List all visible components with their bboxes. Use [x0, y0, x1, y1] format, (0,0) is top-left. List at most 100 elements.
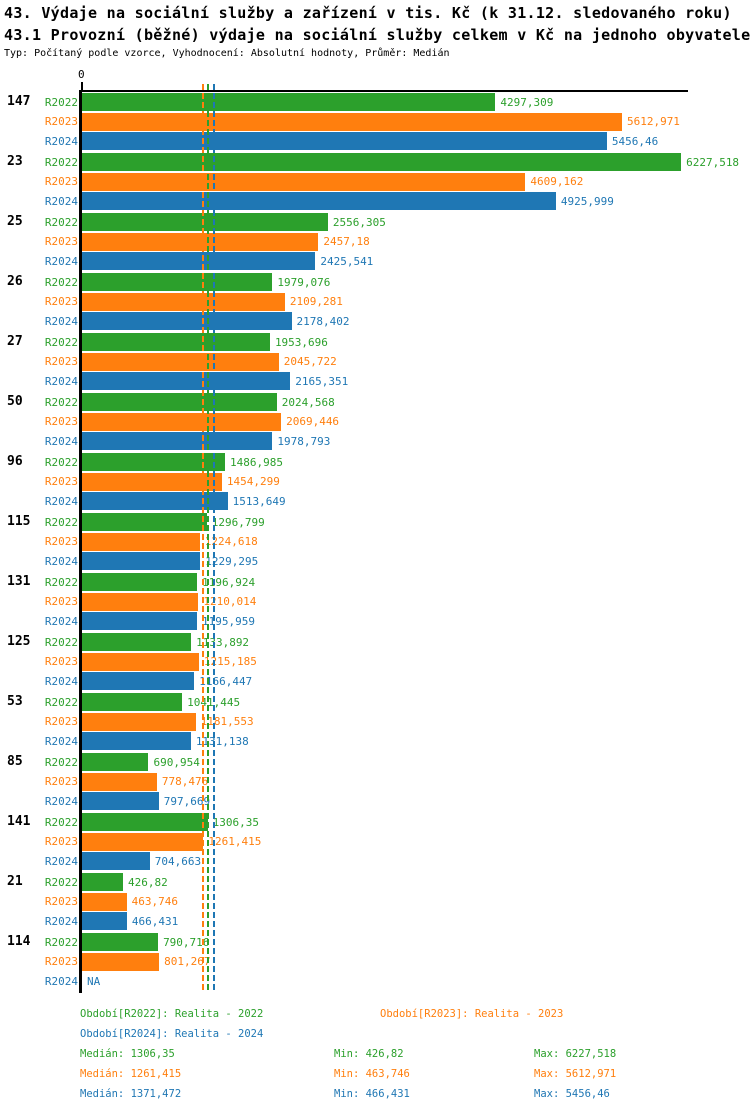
series-label-r2024: R2024: [44, 194, 78, 208]
series-label-r2024: R2024: [44, 914, 78, 928]
legend-min-label: Min: 466,431: [334, 1088, 410, 1100]
chart-meta-info: Typ: Počítaný podle vzorce, Vyhodnocení:…: [4, 48, 450, 59]
bar-r2023-115: [82, 532, 200, 551]
bar-r2022-114: [82, 933, 159, 951]
x-axis-line: [79, 90, 688, 92]
bar-r2024-26: [82, 312, 292, 331]
series-label-r2022: R2022: [44, 755, 78, 769]
category-label: 114: [7, 934, 31, 949]
legend-period-label: Období[R2024]: Realita - 2024: [80, 1028, 264, 1040]
bar-value-label: 6227,518: [686, 155, 740, 169]
bar-r2022-26: [82, 273, 273, 291]
bar-value-label: 5456,46: [611, 134, 659, 148]
series-label-r2024: R2024: [44, 314, 78, 328]
category-label: 21: [7, 874, 23, 889]
series-label-r2023: R2023: [44, 235, 78, 249]
category-label: 141: [7, 814, 31, 829]
series-label-r2024: R2024: [44, 794, 78, 808]
bar-value-label: 5612,971: [626, 115, 680, 129]
legend-max-label: Max: 5612,971: [534, 1068, 617, 1080]
series-label-r2023: R2023: [44, 955, 78, 969]
series-label-r2023: R2023: [44, 175, 78, 189]
bar-value-label: 1224,618: [204, 535, 258, 549]
bar-value-label: NA: [87, 974, 101, 988]
legend-max-label: Max: 5456,46: [534, 1088, 610, 1100]
bar-value-label: 4925,999: [560, 194, 614, 208]
series-label-r2022: R2022: [44, 575, 78, 589]
median-line-r2022: [206, 84, 209, 993]
bar-value-label: 801,267: [164, 955, 211, 969]
series-label-r2022: R2022: [44, 335, 78, 349]
series-label-r2024: R2024: [44, 494, 78, 508]
legend-period-label: Období[R2023]: Realita - 2023: [380, 1008, 564, 1020]
legend-median-label: Medián: 1371,472: [80, 1088, 182, 1100]
bar-r2023-50: [82, 412, 282, 431]
bar-r2023-96: [82, 472, 222, 491]
bar-value-label: 2109,281: [289, 295, 343, 309]
category-label: 131: [7, 574, 31, 589]
legend-median-label: Medián: 1261,415: [80, 1068, 182, 1080]
series-label-r2024: R2024: [44, 254, 78, 268]
bar-value-label: 690,954: [153, 755, 200, 769]
bar-r2022-131: [82, 573, 198, 591]
series-label-r2022: R2022: [44, 875, 78, 889]
bar-r2023-85: [82, 772, 157, 791]
bar-value-label: 1229,295: [205, 554, 259, 568]
bar-r2023-26: [82, 292, 285, 311]
bar-value-label: 4609,162: [530, 175, 584, 189]
bar-r2022-21: [82, 873, 124, 891]
bar-r2024-53: [82, 732, 191, 751]
category-label: 27: [7, 334, 23, 349]
series-label-r2022: R2022: [44, 935, 78, 949]
bar-value-label: 426,82: [128, 875, 168, 889]
series-label-r2022: R2022: [44, 695, 78, 709]
bar-value-label: 2178,402: [296, 314, 350, 328]
bar-r2024-131: [82, 612, 198, 631]
bar-value-label: 1261,415: [208, 835, 262, 849]
bar-value-label: 1953,696: [274, 335, 328, 349]
bar-value-label: 1979,076: [277, 275, 331, 289]
bar-value-label: 1513,649: [232, 494, 286, 508]
bar-value-label: 2165,351: [295, 374, 349, 388]
bar-r2022-27: [82, 333, 270, 351]
series-label-r2022: R2022: [44, 155, 78, 169]
category-label: 147: [7, 94, 31, 109]
series-label-r2022: R2022: [44, 395, 78, 409]
category-label: 23: [7, 154, 23, 169]
series-label-r2024: R2024: [44, 614, 78, 628]
bar-r2024-21: [82, 912, 127, 931]
series-label-r2022: R2022: [44, 515, 78, 529]
bar-value-label: 2457,18: [323, 235, 370, 249]
bar-value-label: 790,716: [163, 935, 210, 949]
bar-value-label: 1196,924: [202, 575, 256, 589]
bar-value-label: 2069,446: [286, 415, 340, 429]
bar-r2022-115: [82, 513, 207, 531]
series-label-r2023: R2023: [44, 655, 78, 669]
bar-r2023-23: [82, 172, 526, 191]
bar-value-label: 1978,793: [277, 434, 331, 448]
x-axis-zero-label: 0: [78, 68, 85, 81]
series-label-r2022: R2022: [44, 95, 78, 109]
bar-r2022-96: [82, 453, 226, 471]
bar-r2023-27: [82, 352, 279, 371]
series-label-r2024: R2024: [44, 374, 78, 388]
category-label: 85: [7, 754, 23, 769]
series-label-r2024: R2024: [44, 974, 78, 988]
bar-value-label: 2556,305: [332, 215, 386, 229]
series-label-r2024: R2024: [44, 434, 78, 448]
category-label: 125: [7, 634, 31, 649]
bar-r2024-50: [82, 432, 273, 451]
series-label-r2022: R2022: [44, 275, 78, 289]
bar-r2022-23: [82, 153, 682, 171]
series-label-r2023: R2023: [44, 355, 78, 369]
bar-value-label: 1195,959: [202, 614, 256, 628]
bar-value-label: 4297,309: [500, 95, 554, 109]
bar-value-label: 1133,892: [196, 635, 250, 649]
category-label: 26: [7, 274, 23, 289]
bar-r2024-25: [82, 252, 316, 271]
series-label-r2022: R2022: [44, 635, 78, 649]
category-label: 96: [7, 454, 23, 469]
legend-median-label: Medián: 1306,35: [80, 1048, 175, 1060]
bar-value-label: 2024,568: [281, 395, 335, 409]
series-label-r2024: R2024: [44, 674, 78, 688]
